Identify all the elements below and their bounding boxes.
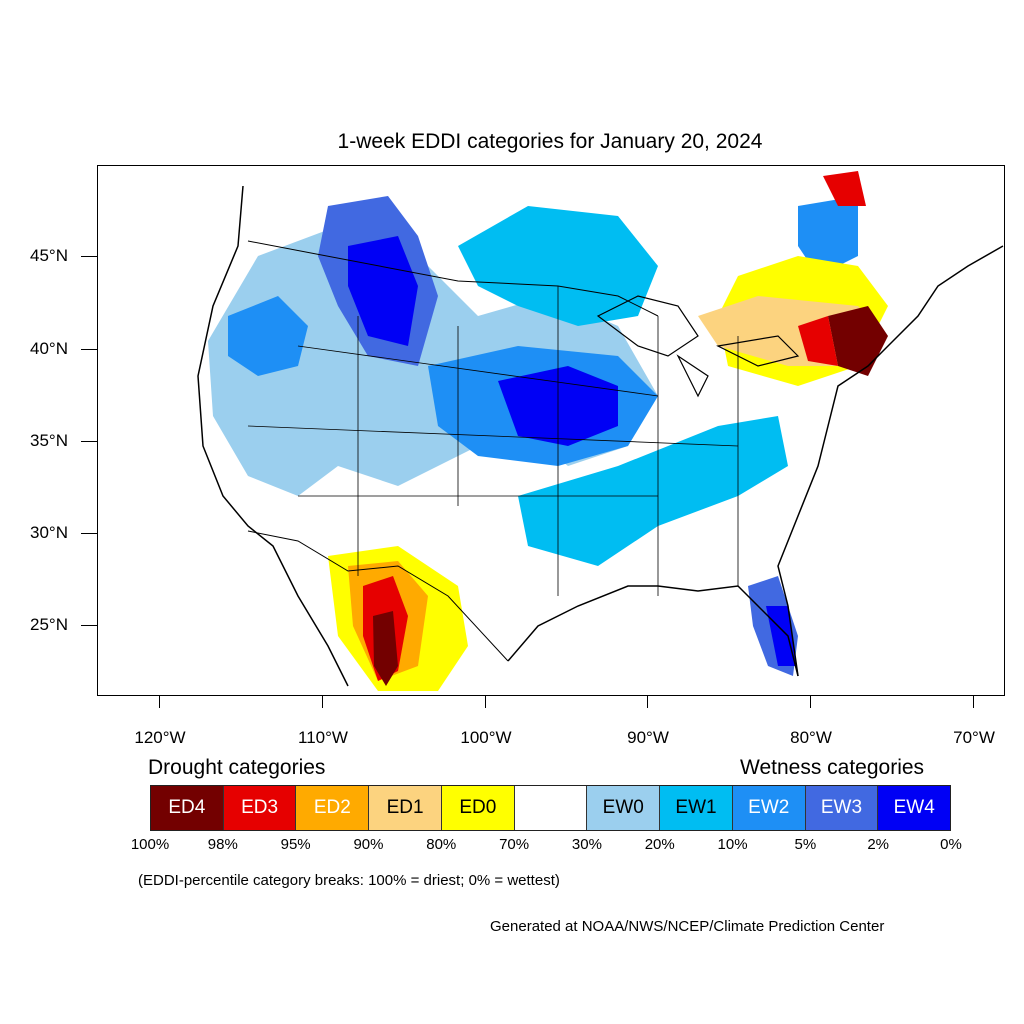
region-nova-scotia-dry [823, 171, 866, 206]
lat-label-45: 45°N [30, 246, 68, 265]
legend-swatch-ew1: EW1 [660, 786, 733, 830]
legend-break-label: 10% [717, 836, 748, 853]
lon-tick-120 [159, 696, 161, 708]
legend-break-label: 95% [280, 836, 311, 853]
lon-tick-70 [973, 696, 975, 708]
eddi-map [97, 165, 1005, 696]
map-title: 1-week EDDI categories for January 20, 2… [337, 130, 763, 153]
lon-tick-90 [647, 696, 649, 708]
region-west-coast-wet [228, 296, 308, 376]
legend-break-label: 98% [207, 836, 238, 853]
legend-break-label: 0% [940, 836, 962, 853]
category-fields [208, 171, 888, 691]
region-chihuahua-ed4 [373, 611, 398, 686]
us-mexico-border [247, 530, 509, 662]
drought-categories-heading: Drought categories [148, 756, 326, 779]
lon-tick-80 [810, 696, 812, 708]
lon-label-90: 90°W [627, 728, 669, 747]
legend-swatch-ed3: ED3 [223, 786, 297, 830]
gulf-coastline [507, 585, 799, 677]
lat-label-30: 30°N [30, 523, 68, 542]
lat-tick-35 [81, 441, 97, 443]
legend-swatch-ew2: EW2 [732, 786, 806, 830]
legend-swatch-ed0: ED0 [441, 786, 515, 830]
map-boundaries [197, 185, 1004, 687]
legend-break-label: 100% [130, 836, 170, 853]
region-northeast-dry [828, 306, 888, 376]
state-lines-sample [247, 286, 739, 596]
region-upper-midwest-wet [458, 206, 658, 326]
region-gulf-coast-wet [518, 416, 788, 566]
map-canvas [197, 171, 1004, 691]
legend-swatch-ed2: ED2 [296, 786, 370, 830]
lon-label-100: 100°W [460, 728, 512, 747]
legend-swatch-neutral [514, 786, 588, 830]
lon-label-80: 80°W [790, 728, 832, 747]
lon-label-110: 110°W [298, 728, 348, 747]
legend-break-label: 90% [353, 836, 384, 853]
lat-label-25: 25°N [30, 615, 68, 634]
east-coastline [777, 245, 1004, 677]
region-northeast-dry-edge [798, 316, 838, 366]
lat-label-35: 35°N [30, 431, 68, 450]
legend-swatch-ew3: EW3 [805, 786, 879, 830]
lon-tick-100 [485, 696, 487, 708]
legend-swatch-ed4: ED4 [151, 786, 224, 830]
lat-tick-30 [81, 533, 97, 535]
legend-swatch-ew4: EW4 [878, 786, 951, 830]
west-coastline [197, 185, 349, 687]
lat-tick-25 [81, 625, 97, 627]
legend-break-label: 70% [499, 836, 530, 853]
lon-label-70: 70°W [953, 728, 995, 747]
credit-line: Generated at NOAA/NWS/NCEP/Climate Predi… [490, 918, 885, 935]
great-lakes [596, 295, 800, 398]
legend-swatch-ew0: EW0 [587, 786, 661, 830]
category-legend: ED4 ED3 ED2 ED1 ED0 EW0 EW1 EW2 EW3 EW4 [150, 785, 951, 831]
legend-break-label: 20% [644, 836, 675, 853]
legend-break-label: 5% [794, 836, 817, 853]
lat-tick-40 [81, 349, 97, 351]
legend-break-label: 80% [426, 836, 457, 853]
region-quebec-wet [798, 196, 858, 276]
legend-break-label: 30% [571, 836, 602, 853]
lat-tick-45 [81, 256, 97, 258]
legend-swatch-ed1: ED1 [369, 786, 442, 830]
lon-label-120: 120°W [134, 728, 186, 747]
category-note: (EDDI-percentile category breaks: 100% =… [138, 872, 560, 889]
legend-break-label: 2% [867, 836, 890, 853]
wetness-categories-heading: Wetness categories [740, 756, 925, 779]
lon-tick-110 [322, 696, 324, 708]
lat-label-40: 40°N [30, 339, 68, 358]
